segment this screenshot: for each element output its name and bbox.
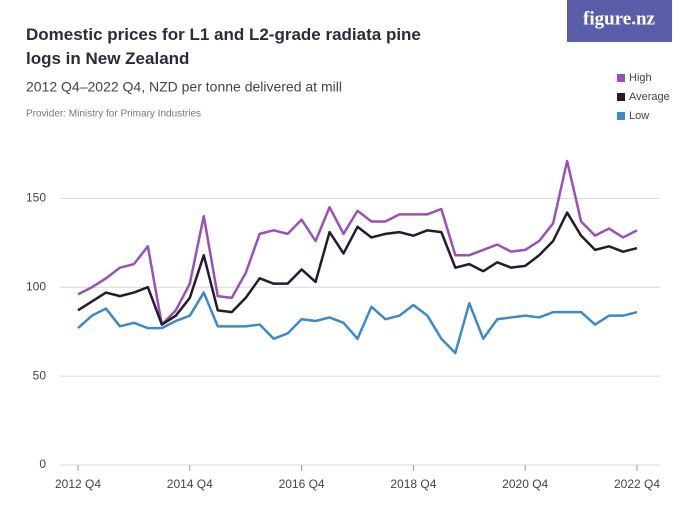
y-tick-label: 0 bbox=[39, 457, 46, 471]
y-tick-label: 100 bbox=[26, 279, 46, 293]
chart-subtitle: 2012 Q4–2022 Q4, NZD per tonne delivered… bbox=[26, 79, 342, 95]
x-tick-label: 2020 Q4 bbox=[502, 477, 548, 491]
legend-swatch bbox=[617, 93, 625, 101]
x-tick-label: 2016 Q4 bbox=[279, 477, 325, 491]
x-tick-label: 2012 Q4 bbox=[55, 477, 101, 491]
logo-box bbox=[567, 0, 672, 42]
legend-swatch bbox=[617, 74, 625, 82]
logo: figure.nz bbox=[583, 8, 656, 29]
y-tick-label: 150 bbox=[26, 191, 46, 205]
x-tick-label: 2022 Q4 bbox=[614, 477, 660, 491]
x-tick-label: 2014 Q4 bbox=[167, 477, 213, 491]
x-tick-label: 2018 Q4 bbox=[390, 477, 436, 491]
series-line bbox=[77, 211, 638, 326]
chart-title: Domestic prices for L1 and L2-grade radi… bbox=[26, 25, 421, 68]
series-line bbox=[77, 291, 638, 355]
legend-label: High bbox=[629, 72, 652, 84]
y-tick-label: 50 bbox=[33, 368, 47, 382]
legend-label: Average bbox=[629, 91, 670, 103]
legend-label: Low bbox=[629, 110, 649, 122]
legend-swatch bbox=[617, 112, 625, 120]
provider: Provider: Ministry for Primary Industrie… bbox=[26, 109, 201, 120]
series-line bbox=[77, 159, 638, 326]
